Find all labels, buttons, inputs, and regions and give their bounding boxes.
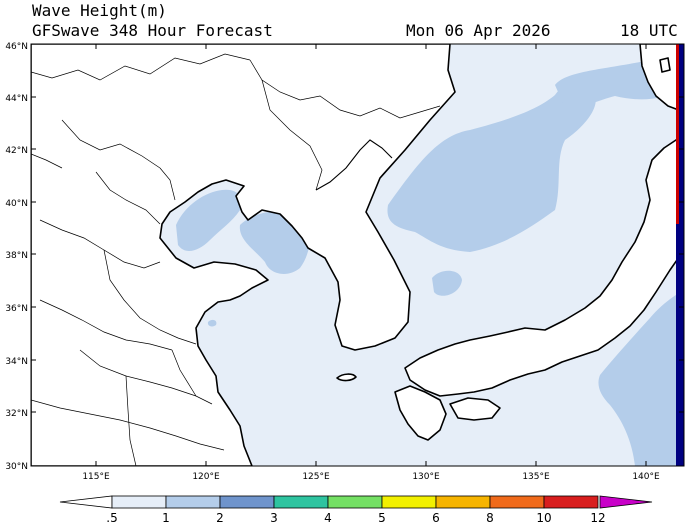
colorbar-label: 12	[590, 511, 605, 525]
lat-label: 42°N	[5, 146, 28, 156]
lat-label: 44°N	[5, 94, 28, 104]
sakhalin-tip	[659, 57, 671, 73]
colorbar-cell	[489, 495, 545, 509]
colorbar-label: 5	[378, 511, 386, 525]
lon-ticks	[95, 44, 647, 466]
shikoku	[449, 397, 501, 421]
colorbar-label: 1	[162, 511, 170, 525]
map-frame	[30, 43, 685, 467]
colorbar-label: .5	[106, 511, 117, 525]
land-masses	[31, 44, 684, 466]
edge-strip-red	[676, 44, 679, 224]
hokkaido	[639, 44, 684, 113]
lat-label: 34°N	[5, 357, 28, 367]
colorbar-label: 3	[270, 511, 278, 525]
mainland-china-korea	[31, 44, 456, 466]
wave-contour-0-5-to-1	[176, 58, 684, 466]
lon-label: 125°E	[302, 472, 330, 482]
colorbar-cell	[165, 495, 221, 509]
lon-label: 115°E	[82, 472, 110, 482]
yellow-sea-spot	[207, 319, 217, 327]
lat-label: 32°N	[5, 409, 28, 419]
colorbar-label: 10	[536, 511, 551, 525]
kyushu	[394, 385, 447, 441]
lat-label: 36°N	[5, 304, 28, 314]
latitude-labels: 46°N 44°N 42°N 40°N 38°N 36°N 34°N 32°N …	[5, 42, 28, 472]
pacific-swell	[598, 290, 684, 466]
colorbar-label: 8	[486, 511, 494, 525]
colorbar-cell	[435, 495, 491, 509]
lon-label: 130°E	[412, 472, 440, 482]
lon-label: 135°E	[522, 472, 550, 482]
lat-label: 40°N	[5, 199, 28, 209]
jeju-island	[336, 373, 357, 382]
lat-ticks	[31, 96, 684, 413]
longitude-labels: 115°E 120°E 125°E 130°E 135°E 140°E	[82, 472, 660, 482]
colorbar-cell	[543, 495, 599, 509]
colorbar-high-arrow	[599, 495, 653, 509]
forecast-date: Mon 06 Apr 2026	[406, 21, 551, 40]
map-header: Wave Height(m) GFSwave 348 Hour Forecast…	[0, 0, 700, 44]
lat-label: 30°N	[5, 462, 28, 472]
bohai-sea-west	[176, 189, 242, 252]
lat-label: 46°N	[5, 42, 28, 52]
colorbar-low-arrow	[59, 495, 113, 509]
colorbar-cell	[219, 495, 275, 509]
colorbar-label: 4	[324, 511, 332, 525]
sea-of-japan-swell	[387, 82, 596, 252]
lon-label: 120°E	[192, 472, 220, 482]
colorbar: .5 1 2 3 4 5 6 8 10 12	[59, 495, 653, 525]
colorbar-cell	[381, 495, 437, 509]
east-sea-patch	[432, 270, 462, 296]
national-border	[315, 139, 393, 191]
colorbar-label: 2	[216, 511, 224, 525]
colorbar-cell	[111, 495, 167, 509]
forecast-time: 18 UTC	[620, 21, 678, 40]
lat-label: 38°N	[5, 251, 28, 261]
colorbar-cell	[273, 495, 329, 509]
map-title: Wave Height(m)	[32, 1, 167, 20]
colorbar-cell	[327, 495, 383, 509]
lon-label: 140°E	[632, 472, 660, 482]
colorbar-label: 6	[432, 511, 440, 525]
forecast-label: GFSwave 348 Hour Forecast	[32, 21, 273, 40]
province-borders	[31, 53, 441, 466]
edge-strip-dark	[676, 44, 684, 466]
